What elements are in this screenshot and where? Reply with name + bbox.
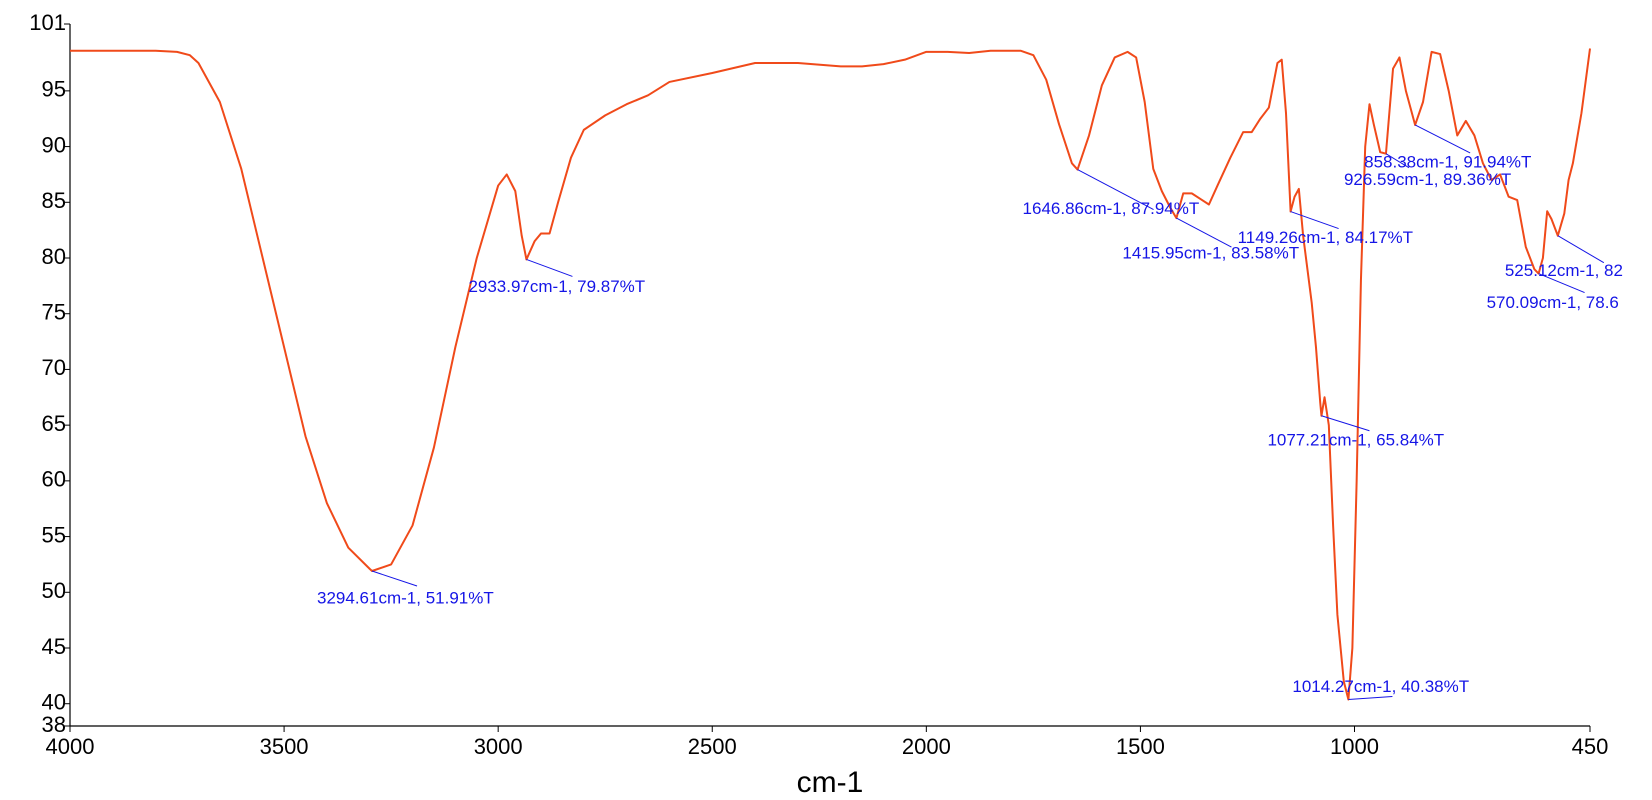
y-tick-label: 101 xyxy=(29,10,66,35)
annotation-leader xyxy=(1321,415,1370,432)
y-tick-label: 60 xyxy=(42,467,66,492)
annotation-label: 525.12cm-1, 82 xyxy=(1505,261,1623,280)
annotation-leader xyxy=(1077,169,1154,210)
annotation-leader xyxy=(1414,124,1471,154)
y-tick-label: 90 xyxy=(42,132,66,157)
x-tick-label: 1000 xyxy=(1330,734,1379,759)
y-tick-label: 80 xyxy=(42,244,66,269)
y-tick-label: 40 xyxy=(42,690,66,715)
y-tick-label: 50 xyxy=(42,578,66,603)
y-tick-label: 95 xyxy=(42,77,66,102)
x-tick-label: 4000 xyxy=(46,734,95,759)
annotation-label: 570.09cm-1, 78.6 xyxy=(1487,293,1619,312)
x-tick-label: 2500 xyxy=(688,734,737,759)
annotation-leader xyxy=(1557,235,1605,264)
y-tick-label: 55 xyxy=(42,522,66,547)
annotation-label: 1077.21cm-1, 65.84%T xyxy=(1267,430,1444,449)
annotation-leader xyxy=(1385,153,1410,169)
annotation-label: 926.59cm-1, 89.36%T xyxy=(1344,170,1511,189)
y-tick-label: 38 xyxy=(42,712,66,737)
annotation-leader xyxy=(1538,273,1585,294)
annotation-label: 1149.26cm-1, 84.17%T xyxy=(1238,228,1413,247)
annotation-label: 1415.95cm-1, 83.58%T xyxy=(1122,244,1299,263)
annotation-leader xyxy=(1176,217,1232,248)
x-tick-label: 3500 xyxy=(260,734,309,759)
y-tick-label: 75 xyxy=(42,300,66,325)
y-tick-label: 85 xyxy=(42,188,66,213)
annotation-label: 1014.27cm-1, 40.38%T xyxy=(1292,677,1469,696)
annotation-label: 858.38cm-1, 91.94%T xyxy=(1364,152,1531,171)
y-tick-label: 70 xyxy=(42,355,66,380)
x-tick-label: 2000 xyxy=(902,734,951,759)
annotation-label: 2933.97cm-1, 79.87%T xyxy=(468,277,645,296)
x-axis-label: cm-1 xyxy=(797,766,864,799)
annotation-leader xyxy=(371,570,418,587)
y-tick-label: 65 xyxy=(42,411,66,436)
annotation-leader xyxy=(1290,211,1339,230)
y-tick-label: 45 xyxy=(42,634,66,659)
x-tick-label: 1500 xyxy=(1116,734,1165,759)
x-tick-label: 450 xyxy=(1572,734,1609,759)
x-tick-label: 3000 xyxy=(474,734,523,759)
annotation-label: 3294.61cm-1, 51.91%T xyxy=(317,588,494,607)
annotation-leader xyxy=(1348,695,1393,700)
annotation-label: 1646.86cm-1, 87.94%T xyxy=(1023,199,1200,218)
annotation-leader xyxy=(526,258,573,277)
spectrum-line xyxy=(70,48,1591,701)
